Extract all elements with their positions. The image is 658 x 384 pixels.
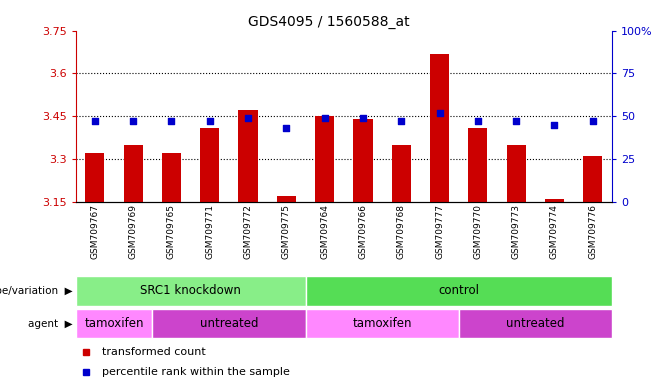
Text: tamoxifen: tamoxifen — [353, 317, 412, 330]
Bar — [583, 156, 602, 202]
Point — [166, 118, 177, 124]
Bar — [305, 276, 612, 306]
Point — [511, 118, 521, 124]
Point — [396, 118, 407, 124]
Text: untreated: untreated — [199, 317, 258, 330]
Text: control: control — [438, 285, 479, 297]
Bar — [200, 127, 219, 202]
Bar — [124, 145, 143, 202]
Text: genotype/variation  ▶: genotype/variation ▶ — [0, 286, 72, 296]
Bar — [305, 309, 459, 338]
Point — [358, 115, 368, 121]
Bar — [468, 127, 488, 202]
Text: transformed count: transformed count — [103, 347, 206, 357]
Text: tamoxifen: tamoxifen — [84, 317, 143, 330]
Point — [434, 110, 445, 116]
Bar — [76, 309, 152, 338]
Text: GDS4095 / 1560588_at: GDS4095 / 1560588_at — [248, 15, 410, 29]
Bar — [392, 145, 411, 202]
Point — [89, 118, 100, 124]
Bar — [76, 276, 305, 306]
Bar — [459, 309, 612, 338]
Bar — [277, 196, 296, 202]
Point — [319, 115, 330, 121]
Point — [205, 118, 215, 124]
Text: SRC1 knockdown: SRC1 knockdown — [140, 285, 241, 297]
Point — [128, 118, 138, 124]
Bar — [545, 199, 564, 202]
Bar — [238, 111, 258, 202]
Point — [472, 118, 483, 124]
Bar — [162, 153, 181, 202]
Text: agent  ▶: agent ▶ — [28, 318, 72, 329]
Point — [549, 122, 560, 128]
Bar — [430, 53, 449, 202]
Point — [281, 125, 291, 131]
Bar — [353, 119, 372, 202]
Text: percentile rank within the sample: percentile rank within the sample — [103, 367, 290, 377]
Point — [588, 118, 598, 124]
Text: untreated: untreated — [506, 317, 565, 330]
Bar — [315, 116, 334, 202]
Bar — [86, 153, 105, 202]
Point — [243, 115, 253, 121]
Bar — [152, 309, 305, 338]
Bar — [507, 145, 526, 202]
